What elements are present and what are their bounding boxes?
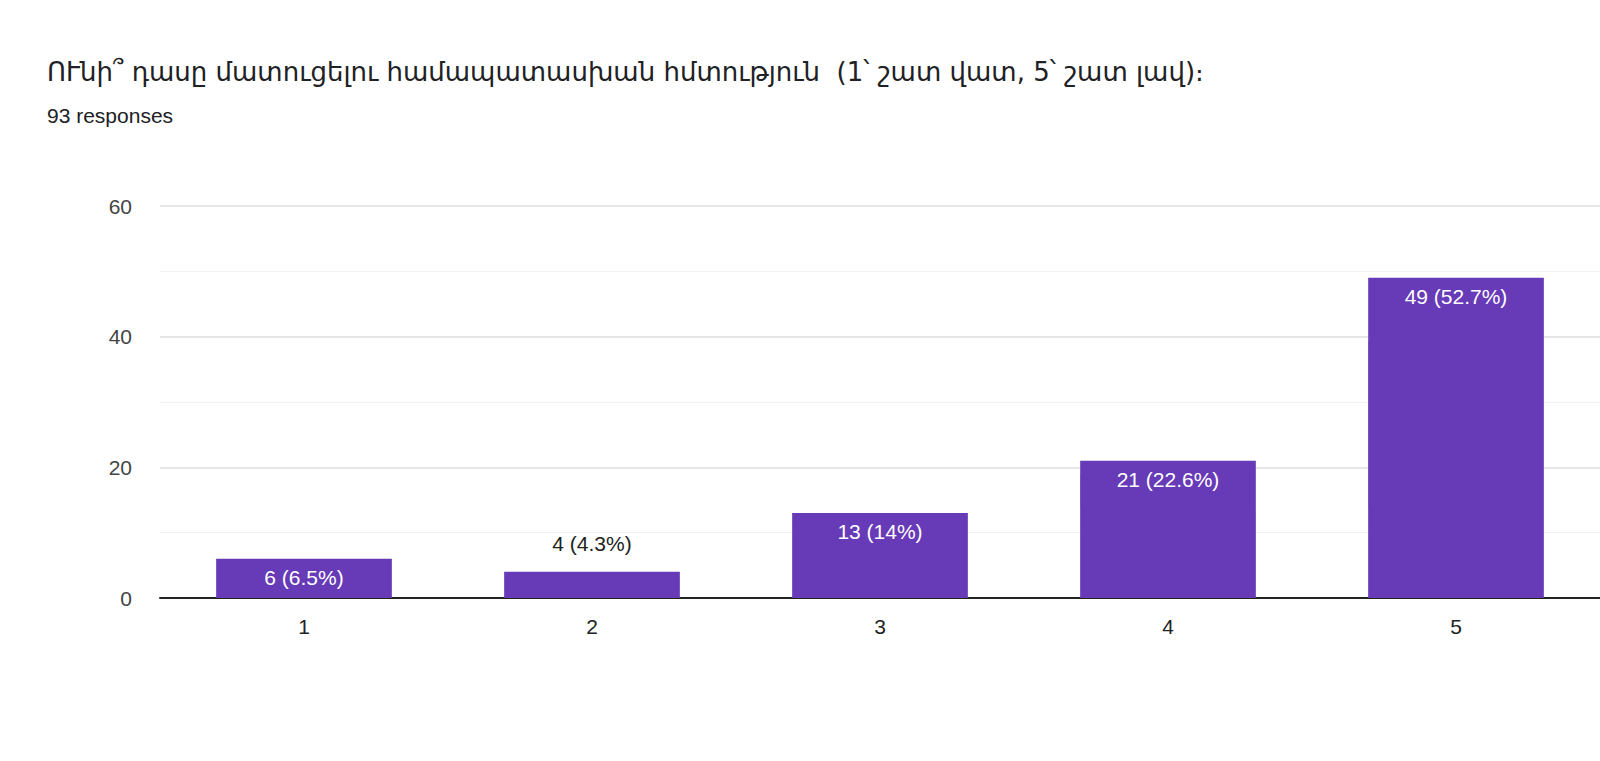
svg-text:0: 0 [120,587,132,610]
svg-text:5: 5 [1450,615,1462,638]
svg-text:60: 60 [109,195,132,218]
svg-text:13 (14%): 13 (14%) [837,520,922,543]
svg-text:4 (4.3%): 4 (4.3%) [552,532,631,555]
svg-text:49 (52.7%): 49 (52.7%) [1405,285,1508,308]
svg-text:21 (22.6%): 21 (22.6%) [1117,468,1220,491]
svg-text:93 responses: 93 responses [47,104,173,127]
svg-text:4: 4 [1162,615,1174,638]
svg-text:20: 20 [109,456,132,479]
svg-text:ՈՒնի՞ դասը մատուցելու համապատա: ՈՒնի՞ դասը մատուցելու համապատասխան հմտու… [47,57,1204,87]
svg-text:3: 3 [874,615,886,638]
svg-text:40: 40 [109,325,132,348]
svg-text:6 (6.5%): 6 (6.5%) [264,566,343,589]
svg-text:2: 2 [586,615,598,638]
svg-text:1: 1 [298,615,310,638]
